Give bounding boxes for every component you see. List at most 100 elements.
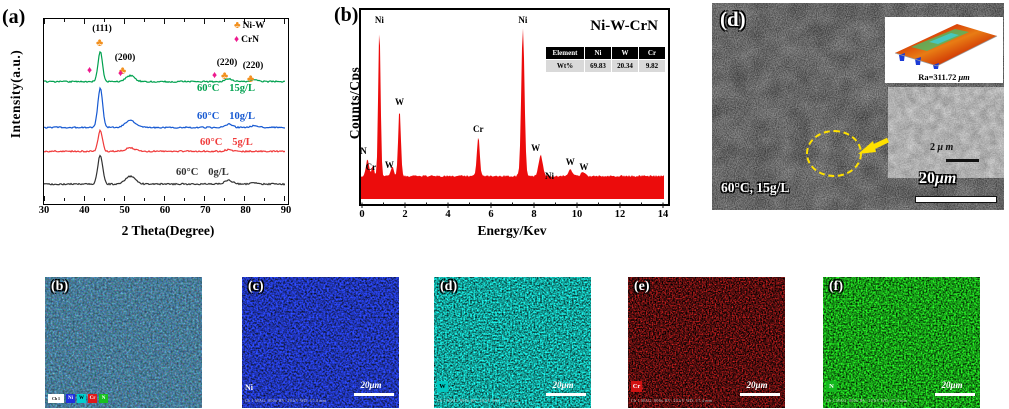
map-f-label: (f): [829, 279, 843, 294]
crn-diamond-icon: ♦: [118, 68, 124, 79]
xrd-annotation-200: (200): [114, 53, 136, 63]
niw-club-icon: ♣: [119, 65, 127, 77]
xrd-curve-10g/L: [44, 86, 285, 129]
panel-a-label: (a): [2, 6, 26, 28]
x-tick-label: 12: [614, 209, 626, 220]
x-tick-label: 0: [359, 209, 365, 220]
xrd-x-tick-labels: 30 40 50 60 70 80 90: [0, 205, 1009, 219]
niw-club-icon: ♣: [96, 37, 104, 49]
map-scale-bar: [935, 393, 975, 396]
eds-peak-labels: N Cr Ni W W Cr Ni W Ni W W: [360, 10, 664, 200]
inset-scale-text: 2 μ m: [930, 142, 954, 153]
legend-club-icon: ♣: [234, 20, 241, 31]
element-label-w: W: [437, 381, 448, 392]
map-scale-bar: [546, 393, 586, 396]
eds-peak-label-W: W: [384, 159, 394, 170]
map-channel-label: Ch 1: [48, 394, 64, 403]
roughness-value: Ra=311.72 μm: [918, 72, 970, 82]
eds-spectrum-area: [361, 28, 664, 200]
x-tick-label: 90: [280, 205, 292, 216]
sem-condition-label: 60°C, 15g/L: [721, 180, 790, 195]
table-header-row: Element Ni W Cr: [545, 46, 666, 60]
x-tick-label: 6: [488, 209, 494, 220]
x-tick-label: 70: [200, 205, 211, 216]
map-scale-text: 20μm: [941, 380, 963, 390]
eds-peak-label-Ni: Ni: [374, 15, 384, 26]
eds-peak-label-Cr: Cr: [473, 124, 484, 134]
map-n: (f) N Ch 1 MAG: 800x HV: 20 kV WD: 17.4 …: [823, 277, 980, 408]
sem-inset-texture: [888, 87, 1004, 178]
map-e-label: (e): [634, 279, 650, 294]
element-label-cr: Cr: [631, 381, 642, 392]
eds-plot-frame: N Cr Ni W W Cr Ni W Ni W W Ni-W-CrN Element Ni W C…: [359, 8, 670, 206]
annotation-arrow-icon: [858, 137, 890, 154]
table-data-row: Wt% 69.83 20.34 9.82: [545, 59, 666, 73]
x-tick-label: 50: [119, 205, 130, 216]
map-ni: (c) Ni Ch 1 MAG: 800x HV: 20 kV WD: 17.4…: [242, 277, 399, 408]
x-tick-label: 2: [402, 209, 408, 220]
eds-peak-label-N: N: [360, 146, 367, 157]
niw-club-icon: ♣: [247, 73, 255, 85]
x-tick-label: 4: [445, 209, 451, 220]
map-meta-text: Ch 1 MAG: 800x HV: 20 kV WD: 17.4 mm: [245, 398, 327, 403]
xrd-series-label-10gL: 60°C 10g/L: [197, 111, 255, 122]
xrd-curve-0g/L: [44, 154, 285, 186]
legend-crn-label: CrN: [241, 35, 260, 45]
map-overlay: (b) Ch 1 Ni W Cr N: [45, 277, 202, 408]
topo-surface: [894, 24, 998, 69]
xrd-annotation-220b: (220): [242, 61, 264, 71]
xrd-curve-15g/L: [44, 50, 285, 84]
x-tick-label: 8: [531, 209, 537, 220]
x-tick-label: 60: [159, 205, 171, 216]
map-cr: (e) Cr Ch 1 MAG: 800x HV: 20 kV WD: 17.4…: [628, 277, 785, 408]
eds-quant-table: Element Ni W Cr Wt% 69.83 20.34 9.82: [545, 46, 666, 73]
eds-peak-label-W: W: [395, 97, 405, 108]
eds-spectrum-svg: [361, 28, 664, 200]
eds-peak-label-W: W: [565, 156, 575, 167]
map-b-label: (b): [51, 279, 69, 294]
legend-cr-swatch: Cr: [88, 394, 97, 403]
panel-sem: (d) Ra=311.72 μm 2 μ m: [712, 3, 1004, 210]
legend-w-swatch: W: [77, 394, 86, 403]
xrd-series-label-15gL: 60°C 15g/L: [197, 83, 255, 94]
map-meta-text: Ch 1 MAG: 800x HV: 20 kV WD: 17.4 mm: [437, 398, 519, 403]
xrd-curves-svg: [44, 19, 285, 201]
eds-peak-label-W: W: [579, 162, 589, 173]
map-scale-bar: [740, 393, 780, 396]
x-tick-label: 40: [79, 205, 90, 216]
xrd-annotation-220a: (220): [216, 58, 238, 68]
map-meta-text: Ch 1 MAG: 800x HV: 20 kV WD: 17.4 mm: [631, 398, 713, 403]
xrd-plot-frame: (111) (200) (220) (220) ♣ ♣ ♣ ♣ ♦ ♦ ♦ ♣ N…: [43, 18, 289, 205]
eds-peak-label-W: W: [531, 142, 541, 153]
eds-peak-label-Ni: Ni: [518, 15, 528, 26]
eds-peak-label-Cr: Cr: [365, 161, 377, 172]
x-tick-label: 10: [571, 209, 583, 220]
map-d-label: (d): [440, 279, 458, 294]
map-scale-text: 20μm: [552, 380, 574, 390]
panel-d-label: (d): [720, 7, 746, 31]
element-label-ni: Ni: [245, 383, 253, 392]
xrd-legend-crn: ♦ CrN: [234, 34, 259, 45]
roughness-3d-inset: Ra=311.72 μm: [885, 17, 1003, 83]
sem-scale-bar: [915, 196, 997, 203]
inset-scale-bar: [946, 159, 979, 162]
xrd-y-axis-label: Intensity(a.u.): [8, 49, 23, 139]
map-c-label: (c): [248, 279, 264, 294]
map-overlay-texture: [45, 277, 202, 408]
eds-tick-marks: [361, 202, 664, 208]
map-scale-bar: [354, 393, 394, 396]
legend-diamond-icon: ♦: [234, 34, 240, 45]
map-w: (d) W Ch 1 MAG: 800x HV: 20 kV WD: 17.4 …: [434, 277, 591, 408]
x-tick-label: 30: [38, 205, 50, 216]
map-scale-text: 20μm: [746, 380, 768, 390]
map-w-texture: [434, 277, 591, 408]
xrd-series-label-5gL: 60°C 5g/L: [200, 137, 253, 148]
eds-peak-label-Ni: Ni: [545, 170, 555, 181]
legend-ni-swatch: Ni: [66, 394, 75, 403]
eds-title: Ni-W-CrN: [590, 18, 658, 34]
legend-niw-label: Ni-W: [242, 21, 265, 31]
xrd-annotation-111: (111): [92, 24, 112, 34]
eds-x-axis-label: Energy/Kev: [477, 223, 547, 238]
map-cr-texture: [628, 277, 785, 408]
